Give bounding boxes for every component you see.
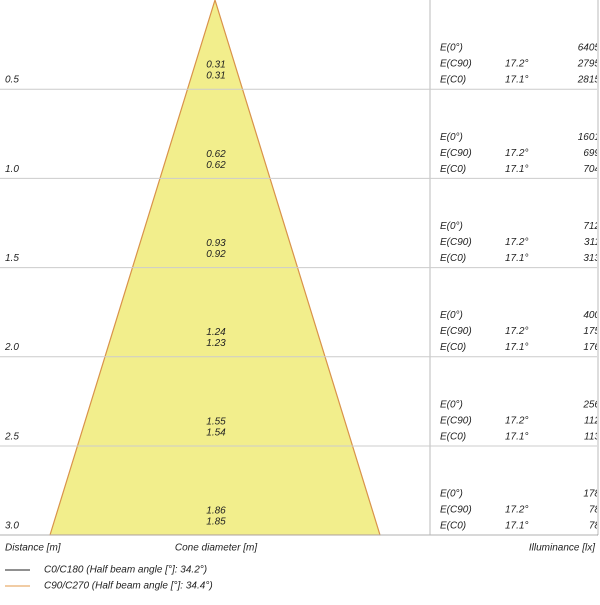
illuminance-label: E(0°)	[440, 399, 463, 410]
cone-diameter: 1.24	[206, 327, 226, 338]
illuminance-angle: 17.1°	[505, 75, 528, 86]
illuminance-angle: 17.2°	[505, 237, 528, 248]
illuminance-value: 113	[584, 431, 600, 442]
distance: 3.0	[5, 521, 19, 532]
cone-diameter: 0.92	[206, 249, 226, 260]
cone-diameter: 1.55	[206, 416, 226, 427]
distance-header: Distance [m]	[5, 543, 61, 554]
illuminance-angle: 17.2°	[505, 326, 528, 337]
cone-diameter: 1.85	[206, 517, 226, 528]
cone-diameter: 0.62	[206, 149, 226, 160]
rows: 0.5 0.310.31 E(0°) 6405 E(C90) 17.2° 2795 E(C0)…	[0, 43, 600, 536]
illuminance-value: 176	[583, 342, 600, 353]
distance: 1.0	[5, 164, 19, 175]
distance: 2.0	[4, 342, 19, 353]
illuminance-label: E(C90)	[440, 326, 472, 337]
distance: 0.5	[5, 75, 19, 86]
cone-diameter: 0.62	[206, 160, 226, 171]
illuminance-angle: 17.2°	[505, 59, 528, 70]
illuminance-label: E(C0)	[440, 164, 466, 175]
illuminance-label: E(C90)	[440, 415, 472, 426]
cone-diameter: 1.54	[206, 427, 226, 438]
illuminance-label: E(C90)	[440, 505, 472, 516]
cone-diameter: 1.86	[206, 506, 226, 517]
illuminance-value: 78	[589, 505, 600, 516]
illuminance-label: E(C90)	[440, 237, 472, 248]
illuminance-angle: 17.2°	[505, 505, 528, 516]
illuminance-label: E(0°)	[440, 489, 463, 500]
illuminance-value: 699	[583, 148, 600, 159]
illuminance-value: 78	[589, 521, 600, 532]
cone-diameter: 1.23	[206, 338, 226, 349]
illuminance-value: 1601	[578, 132, 600, 143]
distance: 1.5	[5, 253, 19, 264]
illuminance-label: E(0°)	[440, 221, 463, 232]
cone-diameter: 0.93	[206, 238, 226, 249]
illuminance-value: 178	[583, 489, 600, 500]
illuminance-value: 311	[584, 237, 600, 248]
cone-header: Cone diameter [m]	[175, 543, 257, 554]
illuminance-label: E(0°)	[440, 43, 463, 54]
illuminance-label: E(C0)	[440, 521, 466, 532]
illuminance-header: Illuminance [lx]	[529, 543, 595, 554]
illuminance-value: 313	[583, 253, 600, 264]
illuminance-label: E(C0)	[440, 75, 466, 86]
distance: 2.5	[4, 431, 19, 442]
legend-text: C0/C180 (Half beam angle [°]: 34.2°)	[44, 565, 207, 576]
illuminance-value: 112	[584, 415, 600, 426]
illuminance-value: 6405	[578, 43, 600, 54]
illuminance-angle: 17.1°	[505, 164, 528, 175]
illuminance-angle: 17.1°	[505, 431, 528, 442]
illuminance-angle: 17.1°	[505, 521, 528, 532]
illuminance-label: E(C0)	[440, 342, 466, 353]
illuminance-value: 2795	[577, 59, 600, 70]
illuminance-value: 256	[582, 399, 600, 410]
illuminance-label: E(0°)	[440, 310, 463, 321]
illuminance-value: 2815	[577, 75, 600, 86]
illuminance-value: 175	[583, 326, 600, 337]
illuminance-value: 712	[583, 221, 600, 232]
legend-text: C90/C270 (Half beam angle [°]: 34.4°)	[44, 581, 213, 592]
illuminance-value: 400	[583, 310, 600, 321]
illuminance-angle: 17.1°	[505, 342, 528, 353]
illuminance-label: E(C90)	[440, 148, 472, 159]
illuminance-value: 704	[583, 164, 600, 175]
illuminance-angle: 17.2°	[505, 415, 528, 426]
illuminance-angle: 17.1°	[505, 253, 528, 264]
illuminance-label: E(C0)	[440, 431, 466, 442]
cone-diameter: 0.31	[206, 71, 225, 82]
illuminance-angle: 17.2°	[505, 148, 528, 159]
cone-diameter: 0.31	[206, 60, 225, 71]
illuminance-label: E(0°)	[440, 132, 463, 143]
illuminance-label: E(C90)	[440, 59, 472, 70]
illuminance-label: E(C0)	[440, 253, 466, 264]
